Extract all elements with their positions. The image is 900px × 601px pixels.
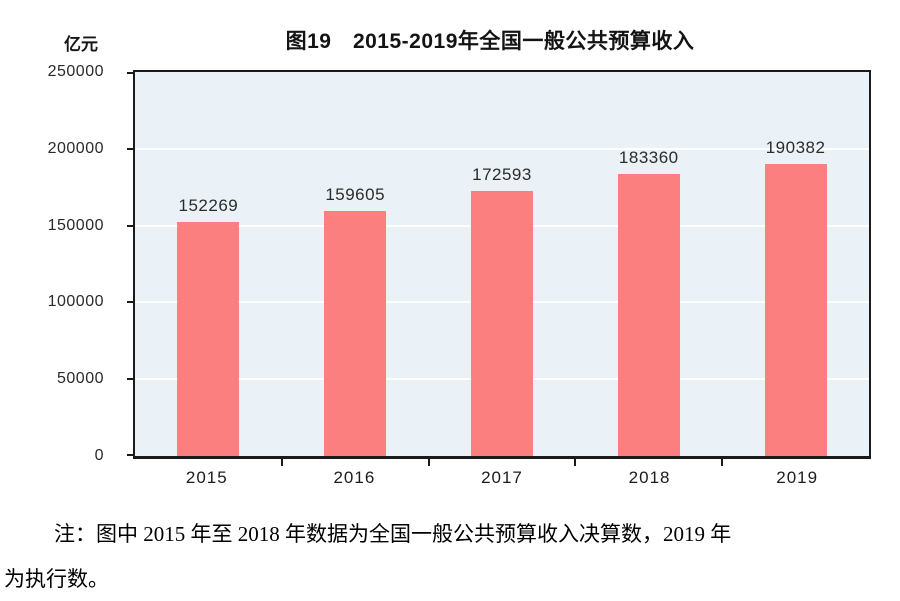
bar-slot-2015: 152269 — [135, 72, 282, 456]
bar-slot-2019: 190382 — [722, 72, 869, 456]
x-tick-label-2019: 2019 — [776, 468, 819, 487]
y-tick-label: 50000 — [57, 370, 104, 388]
y-axis-tick — [127, 301, 133, 304]
bar-value-label: 152269 — [178, 196, 239, 216]
x-axis-tick — [574, 459, 577, 466]
note-line-2: 为执行数。 — [4, 567, 109, 591]
y-axis-tick — [127, 147, 133, 150]
y-tick-label: 200000 — [47, 139, 104, 157]
x-axis-tick — [427, 459, 430, 466]
bar-slot-2016: 159605 — [282, 72, 429, 456]
bar-value-label: 172593 — [472, 164, 532, 184]
plot-area: 152269 159605 172593 183360 190382 — [127, 70, 871, 466]
bar-value-label: 159605 — [325, 184, 386, 204]
y-axis-tick-labels: 0 50000 100000 150000 200000 250000 — [0, 0, 104, 601]
x-tick-label-2017: 2017 — [481, 468, 523, 487]
bar-2018 — [617, 174, 680, 456]
bar-slot-2018: 183360 — [575, 72, 722, 456]
y-tick-label: 0 — [94, 447, 104, 464]
chart-title: 图19 2015-2019年全国一般公共预算收入 — [285, 30, 695, 53]
bar-value-label: 190382 — [765, 137, 826, 157]
bar-2017 — [470, 190, 533, 456]
y-axis-tick — [127, 72, 133, 74]
y-tick-label: 250000 — [47, 63, 104, 80]
chart-note: 注：图中 2015 年至 2018 年数据为全国一般公共预算收入决算数，2019… — [4, 512, 884, 601]
bar-2016 — [324, 210, 387, 456]
bars-layer: 152269 159605 172593 183360 190382 — [135, 72, 869, 456]
note-line-1: 注：图中 2015 年至 2018 年数据为全国一般公共预算收入决算数，2019… — [54, 522, 732, 546]
y-tick-label: 150000 — [47, 216, 104, 234]
bar-2015 — [177, 222, 240, 456]
bar-slot-2017: 172593 — [429, 72, 576, 456]
x-axis-tick — [280, 459, 283, 466]
bar-value-label: 183360 — [618, 148, 679, 168]
y-axis-tick — [127, 224, 133, 227]
bar-2019 — [764, 163, 827, 456]
x-tick-label-2018: 2018 — [628, 468, 671, 487]
y-axis-tick — [127, 378, 133, 381]
x-axis-tick — [721, 459, 724, 466]
plot-inner: 152269 159605 172593 183360 190382 — [127, 72, 869, 466]
x-tick-label-2015: 2015 — [185, 468, 228, 487]
gridline — [135, 147, 869, 150]
x-tick-label-2016: 2016 — [333, 468, 376, 487]
y-axis-unit-label: 亿元 — [64, 35, 98, 54]
y-axis-tick — [127, 454, 133, 456]
y-tick-label: 100000 — [47, 293, 104, 311]
x-axis-labels: 2015 2016 2017 2018 2019 — [133, 468, 871, 488]
